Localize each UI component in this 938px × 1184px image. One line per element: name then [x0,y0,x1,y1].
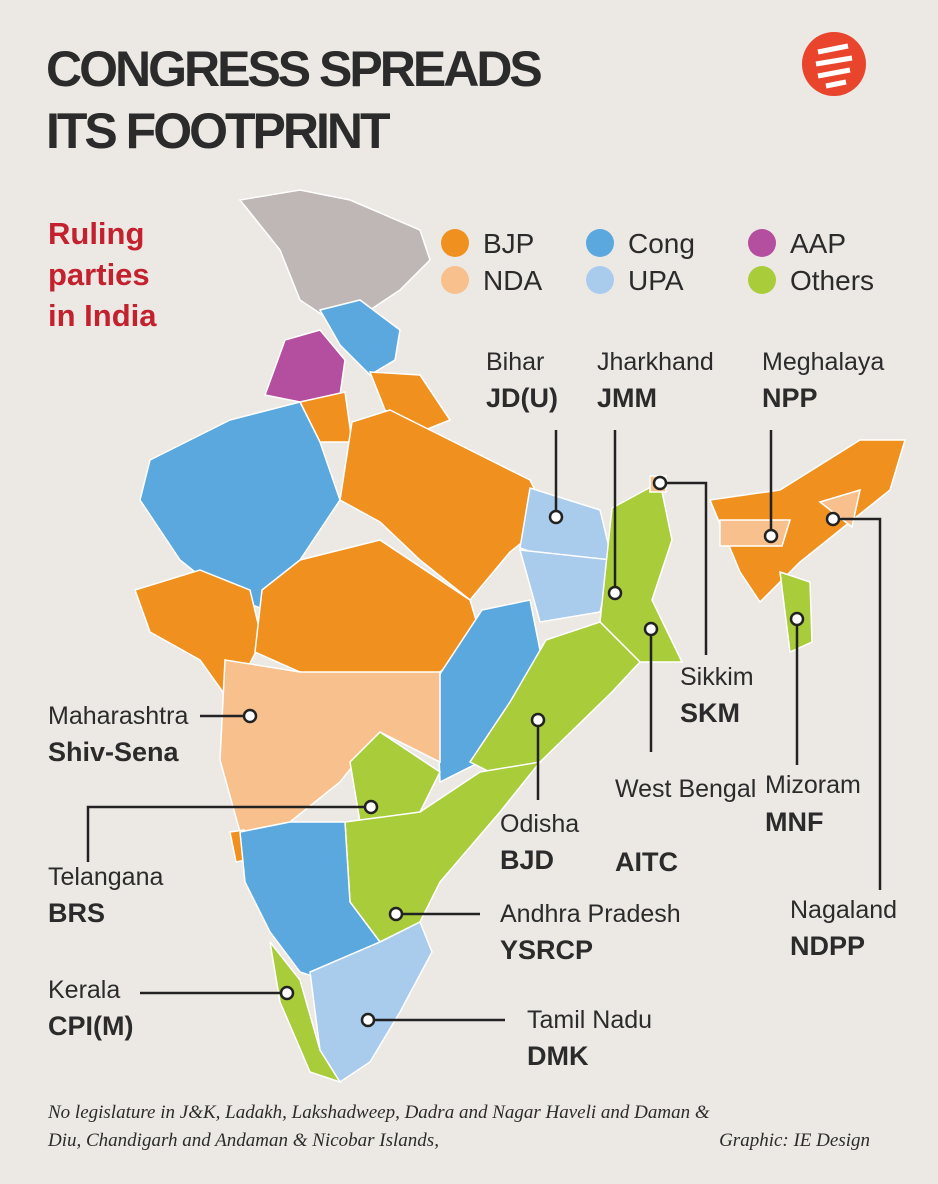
legend-label: AAP [790,228,846,259]
subtitle: in India [48,298,157,333]
state-name: West Bengal [615,775,756,803]
footnote: No legislature in J&K, Ladakh, Lakshadwe… [47,1102,710,1123]
legend-label: UPA [628,265,684,296]
party-name: DMK [527,1041,589,1071]
subtitle: parties [48,257,150,292]
title-line: CONGRESS SPREADS [46,41,541,97]
state-name: Sikkim [680,663,754,691]
logo [802,32,866,96]
party-name: NDPP [790,931,865,961]
state-name: Jharkhand [597,348,714,376]
credit: Graphic: IE Design [719,1130,870,1151]
legend-label: BJP [483,228,534,259]
title-line: ITS FOOTPRINT [46,103,390,159]
party-name: JMM [597,383,657,413]
map [134,189,907,1084]
state-name: Kerala [48,976,120,1004]
legend-swatch [748,266,776,294]
state-name: Telangana [48,863,163,891]
legend-label: Cong [628,228,695,259]
party-name: YSRCP [500,935,593,965]
state-name: Mizoram [765,771,861,799]
state-name: Odisha [500,810,579,838]
state-name: Andhra Pradesh [500,900,681,928]
party-name: Shiv-Sena [48,737,180,767]
state-name: Nagaland [790,896,897,924]
party-name: BRS [48,898,105,928]
state-labels: Bihar JD(U) Jharkhand JMM Meghalaya NPP … [48,348,897,1071]
subtitle: Ruling [48,216,144,251]
state-name: Maharashtra [48,702,188,730]
legend-label: Others [790,265,874,296]
party-name: BJD [500,845,554,875]
legend-swatch [586,266,614,294]
party-name: JD(U) [486,383,558,413]
party-name: NPP [762,383,818,413]
party-name: MNF [765,807,823,837]
legend: BJP NDA Cong UPA AAP Others [441,228,874,296]
legend-swatch [441,229,469,257]
state-name: Bihar [486,348,544,376]
legend-swatch [586,229,614,257]
state-name: Meghalaya [762,348,884,376]
party-name: CPI(M) [48,1011,133,1041]
leader-lines [86,430,882,1028]
party-name: SKM [680,698,740,728]
state-name: Tamil Nadu [527,1006,652,1034]
footnote: Diu, Chandigarh and Andaman & Nicobar Is… [47,1130,439,1151]
legend-swatch [441,266,469,294]
party-name: AITC [615,847,678,877]
legend-label: NDA [483,265,542,296]
legend-swatch [748,229,776,257]
